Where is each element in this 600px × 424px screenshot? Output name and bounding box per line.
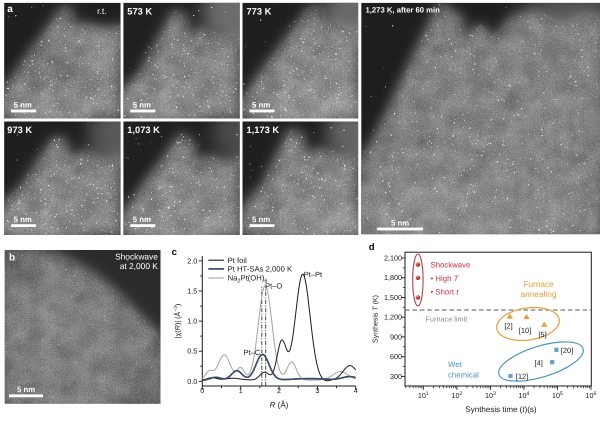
svg-text:5 nm: 5 nm — [14, 101, 32, 110]
svg-text:104: 104 — [519, 391, 530, 400]
svg-text:chemical: chemical — [448, 371, 479, 380]
svg-text:103: 103 — [485, 391, 496, 400]
svg-text:at 2,000 K: at 2,000 K — [120, 261, 159, 271]
svg-text:d: d — [369, 242, 375, 253]
svg-text:0: 0 — [200, 386, 204, 395]
svg-text:r.t.: r.t. — [97, 6, 106, 16]
svg-text:Na2Pt(OH)6: Na2Pt(OH)6 — [228, 274, 268, 285]
svg-text:2,100: 2,100 — [384, 254, 402, 263]
svg-text:|χ(R)| (Å−3): |χ(R)| (Å−3) — [173, 304, 182, 339]
svg-text:b: b — [9, 252, 15, 263]
svg-text:4: 4 — [354, 386, 358, 395]
svg-text:[2]: [2] — [504, 322, 512, 331]
svg-text:[20]: [20] — [561, 346, 574, 355]
svg-text:5 nm: 5 nm — [252, 101, 270, 110]
svg-text:5 nm: 5 nm — [391, 218, 409, 227]
svg-text:5 nm: 5 nm — [14, 215, 32, 224]
svg-text:Furnace: Furnace — [523, 279, 554, 289]
svg-text:annealing: annealing — [521, 289, 557, 299]
svg-text:1,273 K, after 60 min: 1,273 K, after 60 min — [366, 5, 441, 14]
svg-text:5 nm: 5 nm — [17, 385, 35, 394]
svg-text:1,173 K: 1,173 K — [247, 125, 280, 135]
svg-text:Pt–C: Pt–C — [244, 348, 261, 357]
svg-text:[4]: [4] — [535, 358, 543, 367]
svg-text:1,073 K: 1,073 K — [127, 125, 160, 135]
svg-text:Pt–Pt: Pt–Pt — [304, 270, 323, 279]
svg-text:0.0: 0.0 — [187, 377, 197, 386]
svg-text:• High T: • High T — [431, 274, 460, 283]
svg-text:a: a — [7, 4, 13, 15]
svg-text:Shockwave: Shockwave — [115, 252, 158, 262]
svg-text:101: 101 — [418, 391, 429, 400]
svg-text:Wet: Wet — [448, 360, 463, 369]
svg-text:• Short t: • Short t — [431, 287, 460, 296]
svg-text:[12]: [12] — [516, 372, 529, 381]
svg-text:1: 1 — [239, 386, 243, 395]
svg-text:Synthesis T (K): Synthesis T (K) — [372, 295, 380, 343]
svg-text:Pt–O: Pt–O — [265, 282, 282, 291]
svg-text:773 K: 773 K — [247, 7, 272, 17]
svg-text:973 K: 973 K — [7, 125, 32, 135]
svg-text:2.0: 2.0 — [187, 256, 197, 265]
svg-text:Furnace limit: Furnace limit — [426, 315, 468, 324]
svg-text:2: 2 — [277, 386, 281, 395]
svg-text:300: 300 — [390, 372, 402, 381]
svg-text:900: 900 — [390, 332, 402, 341]
svg-text:Pt HT-SAs 2,000 K: Pt HT-SAs 2,000 K — [228, 265, 293, 274]
svg-text:R (Å): R (Å) — [270, 400, 289, 409]
svg-text:573 K: 573 K — [127, 7, 152, 17]
svg-text:0.5: 0.5 — [187, 347, 197, 356]
svg-text:105: 105 — [552, 391, 563, 400]
svg-text:Pt foil: Pt foil — [228, 256, 248, 265]
svg-text:1.5: 1.5 — [187, 287, 197, 296]
svg-text:c: c — [172, 247, 177, 258]
svg-text:Synthesis time (t)(s): Synthesis time (t)(s) — [465, 405, 536, 414]
svg-text:1,800: 1,800 — [384, 273, 402, 282]
svg-text:5 nm: 5 nm — [252, 215, 270, 224]
svg-text:600: 600 — [390, 352, 402, 361]
svg-text:5 nm: 5 nm — [133, 215, 151, 224]
svg-text:Shockwave: Shockwave — [431, 261, 471, 270]
svg-text:106: 106 — [586, 391, 597, 400]
svg-text:102: 102 — [451, 391, 462, 400]
svg-text:1,500: 1,500 — [384, 293, 402, 302]
svg-text:[10]: [10] — [519, 326, 532, 335]
svg-text:5 nm: 5 nm — [133, 101, 151, 110]
svg-text:1.0: 1.0 — [187, 317, 197, 326]
svg-text:[5]: [5] — [538, 330, 546, 339]
svg-text:3: 3 — [315, 386, 319, 395]
svg-text:1,200: 1,200 — [384, 313, 402, 322]
